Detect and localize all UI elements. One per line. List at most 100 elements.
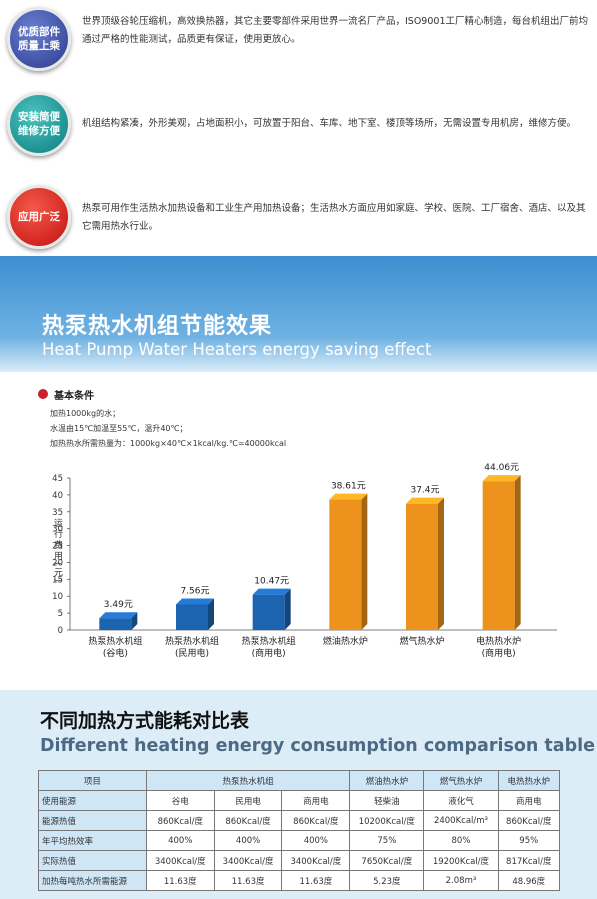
badge-text: 质量上乘 [18,40,60,52]
table-cell: 3400Kcal/度 [281,850,351,871]
condition-line: 加热1000kg的水； [50,409,121,418]
table-row: 实际热值 3400Kcal/度 3400Kcal/度 3400Kcal/度 7650Kc… [38,850,561,871]
bar-top [252,588,291,595]
x-tick-label: (民用电) [175,647,209,659]
table-cell: 谷电 [145,790,215,811]
bar [252,594,285,630]
badge-text: 安装简便 [18,110,60,123]
chart: 051015202530354045运行费用(元)热泵热水机组(谷电)3.49元… [52,463,557,659]
y-tick-label: 20 [52,558,63,568]
bar-side [284,588,291,630]
y-tick-label: 15 [52,575,63,585]
y-tick-label: 35 [52,508,63,518]
table-cell: 热泵热水机组 [145,770,351,791]
table-subtitle: Different heating energy consumption com… [40,736,596,756]
table-cell: 860Kcal/度 [497,810,561,831]
bar-top [406,497,444,504]
value-label: 3.49元 [104,600,133,610]
bar-side [514,475,521,630]
bar-top [329,493,368,500]
bar-side [361,493,368,630]
table-cell: 商用电 [497,790,561,811]
conditions-heading: 基本条件 [54,391,94,402]
x-tick-label: (商用电) [252,647,286,659]
y-tick-label: 5 [58,609,63,619]
table-cell: 加热每吨热水所需能源 [38,870,147,891]
table-cell: 3400Kcal/度 [145,850,215,871]
table-section: 不同加热方式能耗对比表 Different heating energy con… [0,690,597,899]
table-cell: 民用电 [213,790,283,811]
condition-line: 水温由15℃加温至55℃，温升40℃； [50,424,188,433]
y-tick-label: 40 [52,491,63,501]
badge: 应用广泛 [7,185,71,249]
table-cell: 75% [349,830,425,851]
table-cell: 860Kcal/度 [213,810,283,831]
badge: 安装简便 维修方便 [7,92,71,156]
y-axis-label: 运行费用(元) [52,518,63,584]
x-tick-label: (商用电) [482,647,516,659]
table-cell: 商用电 [281,790,351,811]
table-cell: 实际热值 [38,850,147,871]
table-cell: 电热热水炉 [497,770,561,791]
value-label: 37.4元 [410,486,439,496]
conditions-lines: 加热1000kg的水； 水温由15℃加温至55℃，温升40℃； 加热热水所需热量… [50,406,286,451]
bar [482,481,515,630]
table-cell: 项目 [38,770,147,791]
table-cell: 817Kcal/度 [497,850,561,871]
bar [406,503,438,630]
bullet-icon [38,389,48,399]
table-cell: 5.23度 [349,870,425,891]
value-label: 10.47元 [254,577,289,587]
table-cell: 48.96度 [497,870,561,891]
bar-top [482,475,521,482]
badge-text: 维修方便 [18,125,60,137]
table-cell: 使用能源 [38,790,147,811]
value-label: 44.06元 [484,463,519,473]
table-cell: 860Kcal/度 [281,810,351,831]
table-cell: 液化气 [423,790,499,811]
banner-subtitle: Heat Pump Water Heaters energy saving ef… [42,340,432,359]
table-cell: 10200Kcal/度 [349,810,425,831]
table-row: 年平均热效率 400% 400% 400% 75% 80% 95% [38,830,561,851]
table-row: 使用能源 谷电 民用电 商用电 轻柴油 液化气 商用电 [38,790,561,811]
x-tick-label: 热泵热水机组 [165,635,219,647]
badge-text: 优质部件 [18,25,60,38]
table-cell: 11.63度 [281,870,351,891]
bar-side [208,598,214,630]
table-title: 不同加热方式能耗对比表 [40,710,250,732]
table-cell: 400% [213,830,283,851]
table-cell: 3400Kcal/度 [213,850,283,871]
badge: 优质部件 质量上乘 [7,7,71,71]
condition-line: 加热热水所需热量为：1000kg×40℃×1kcal/kg.℃=40000kca… [50,439,287,448]
x-tick-label: 电热热水炉 [476,635,521,647]
value-label: 38.61元 [331,482,366,492]
bar-top [176,598,214,605]
x-tick-label: (谷电) [103,647,128,659]
table-cell: 860Kcal/度 [145,810,215,831]
table-cell: 轻柴油 [349,790,425,811]
y-tick-label: 45 [52,474,63,484]
x-tick-label: 热泵热水机组 [88,635,142,647]
table-cell: 11.63度 [145,870,215,891]
table-row: 加热每吨热水所需能源 11.63度 11.63度 11.63度 5.23度 2.08m³ 4… [38,870,561,891]
bar [329,499,362,630]
table-cell: 燃油热水炉 [349,770,425,791]
bar [176,604,208,630]
feature-text: 热泵可用作生活热水加热设备和工业生产用加热设备；生活热水方面应用如家庭、学校、医… [82,203,586,233]
feature-text: 机组结构紧凑，外形美观，占地面积小，可放置于阳台、车库、地下室、楼顶等场所，无需… [82,118,577,129]
y-tick-label: 25 [52,542,63,552]
x-tick-label: 燃油热水炉 [323,635,368,647]
table-cell: 95% [497,830,561,851]
table-cell: 燃气热水炉 [423,770,499,791]
table-cell: 2400Kcal/m³ [423,810,499,831]
banner-title: 热泵热水机组节能效果 [42,314,273,339]
table-cell: 7650Kcal/度 [349,850,425,871]
table-row: 能源热值 860Kcal/度 860Kcal/度 860Kcal/度 10200Kcal… [38,810,561,831]
x-tick-label: 热泵热水机组 [242,635,296,647]
badge-text: 应用广泛 [18,210,60,223]
table-cell: 11.63度 [213,870,283,891]
x-tick-label: 燃气热水炉 [399,635,444,647]
table-cell: 2.08m³ [423,870,499,891]
banner: 热泵热水机组节能效果 Heat Pump Water Heaters energ… [0,256,597,372]
